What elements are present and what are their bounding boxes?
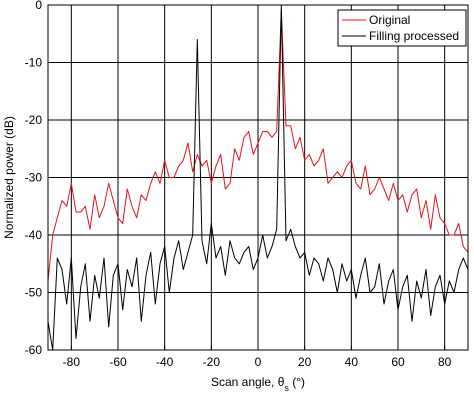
y-axis-label: Normalized power (dB) xyxy=(2,116,16,239)
y-tick-label: -50 xyxy=(25,286,43,300)
x-axis-label-unit: (°) xyxy=(289,375,305,389)
x-tick-label: 40 xyxy=(345,355,359,369)
y-tick-label: -40 xyxy=(25,228,43,242)
x-tick-label: -80 xyxy=(63,355,81,369)
series-line-1 xyxy=(48,5,468,350)
x-tick-label: 80 xyxy=(438,355,452,369)
legend: Original Filling processed xyxy=(337,9,467,47)
y-tick-label: -20 xyxy=(25,113,43,127)
y-tick-label: -10 xyxy=(25,56,43,70)
tick-labels: -80 -60 -40 -20 0 20 40 60 80 0 -10 -20 -30 -40 -50 -60 xyxy=(25,0,452,369)
x-axis-label: Scan angle, θs (°) xyxy=(211,375,305,393)
y-tick-label: -60 xyxy=(25,343,43,357)
x-tick-label: 60 xyxy=(391,355,405,369)
legend-label-filling-processed: Filling processed xyxy=(369,29,459,43)
series-layer xyxy=(48,5,468,350)
x-tick-label: -20 xyxy=(203,355,221,369)
x-axis-label-subscript: s xyxy=(284,383,289,393)
x-axis-label-main: Scan angle, θ xyxy=(211,375,285,389)
x-tick-label: 0 xyxy=(255,355,262,369)
y-tick-label: -30 xyxy=(25,171,43,185)
x-tick-label: 20 xyxy=(298,355,312,369)
legend-label-original: Original xyxy=(369,13,410,27)
x-tick-label: -60 xyxy=(109,355,127,369)
series-line-0 xyxy=(48,10,468,282)
x-tick-label: -40 xyxy=(156,355,174,369)
legend-box xyxy=(337,9,467,47)
y-tick-label: 0 xyxy=(35,0,42,12)
